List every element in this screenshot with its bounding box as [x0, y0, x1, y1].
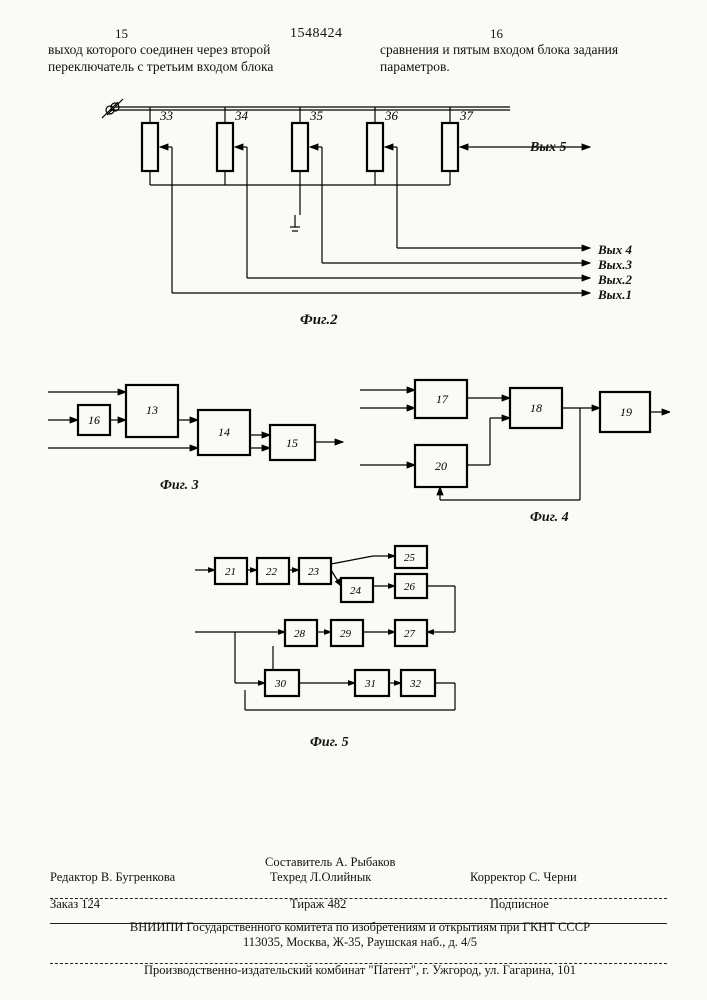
out1: Вых.1 [598, 287, 632, 303]
svg-text:37: 37 [459, 108, 474, 123]
svg-text:15: 15 [286, 436, 298, 450]
header-text-left: выход которого соединен через второй пер… [48, 42, 348, 76]
svg-text:22: 22 [266, 566, 278, 578]
page-right: 16 [490, 26, 503, 42]
org2: 113035, Москва, Ж-35, Раушская наб., д. … [55, 935, 665, 951]
svg-text:32: 32 [409, 678, 422, 690]
svg-text:35: 35 [309, 108, 324, 123]
header-text-right: сравнения и пятым входом блока задания п… [380, 42, 670, 76]
svg-text:30: 30 [274, 678, 287, 690]
svg-text:26: 26 [404, 581, 416, 593]
subscription: Подписное [490, 897, 549, 913]
compiler: Составитель А. Рыбаков [265, 855, 395, 871]
out4: Вых 4 [598, 242, 632, 258]
pot-33: 33 [159, 108, 174, 123]
techred: Техред Л.Олийнык [270, 870, 371, 886]
rule1 [50, 898, 667, 899]
org1: ВНИИПИ Государственного комитета по изоб… [55, 920, 665, 936]
fig2-drawing: 33 34 35 36 37 [90, 85, 630, 325]
out5: Вых 5 [530, 140, 567, 156]
svg-text:27: 27 [404, 628, 416, 640]
corrector: Корректор С. Черни [470, 870, 577, 886]
printer: Производственно-издательский комбинат "П… [55, 963, 665, 979]
page-left: 15 [115, 26, 128, 42]
svg-text:25: 25 [404, 552, 416, 564]
svg-text:20: 20 [435, 459, 447, 473]
out3: Вых.3 [598, 257, 632, 273]
fig2-title: Фиг.2 [300, 312, 338, 329]
svg-text:24: 24 [350, 585, 362, 597]
svg-text:14: 14 [218, 425, 230, 439]
svg-text:13: 13 [146, 403, 158, 417]
svg-text:16: 16 [88, 413, 100, 427]
editor: Редактор В. Бугренкова [50, 870, 175, 886]
svg-text:36: 36 [384, 108, 399, 123]
fig3-title: Фиг. 3 [160, 478, 199, 494]
svg-text:19: 19 [620, 405, 632, 419]
svg-text:21: 21 [225, 566, 236, 578]
svg-text:23: 23 [308, 566, 320, 578]
copies: Тираж 482 [290, 897, 346, 913]
out2: Вых.2 [598, 272, 632, 288]
order: Заказ 124 [50, 897, 100, 913]
svg-text:34: 34 [234, 108, 249, 123]
svg-text:31: 31 [364, 678, 376, 690]
fig5-svg: 21 22 23 25 26 24 28 29 27 30 31 32 [195, 540, 515, 740]
svg-text:18: 18 [530, 401, 542, 415]
patent-number: 1548424 [290, 26, 343, 42]
fig4-title: Фиг. 4 [530, 510, 569, 526]
svg-text:28: 28 [294, 628, 306, 640]
fig5-title: Фиг. 5 [310, 735, 349, 751]
svg-text:17: 17 [436, 392, 449, 406]
fig4-svg: 17 18 19 20 [360, 370, 670, 530]
svg-text:29: 29 [340, 628, 352, 640]
